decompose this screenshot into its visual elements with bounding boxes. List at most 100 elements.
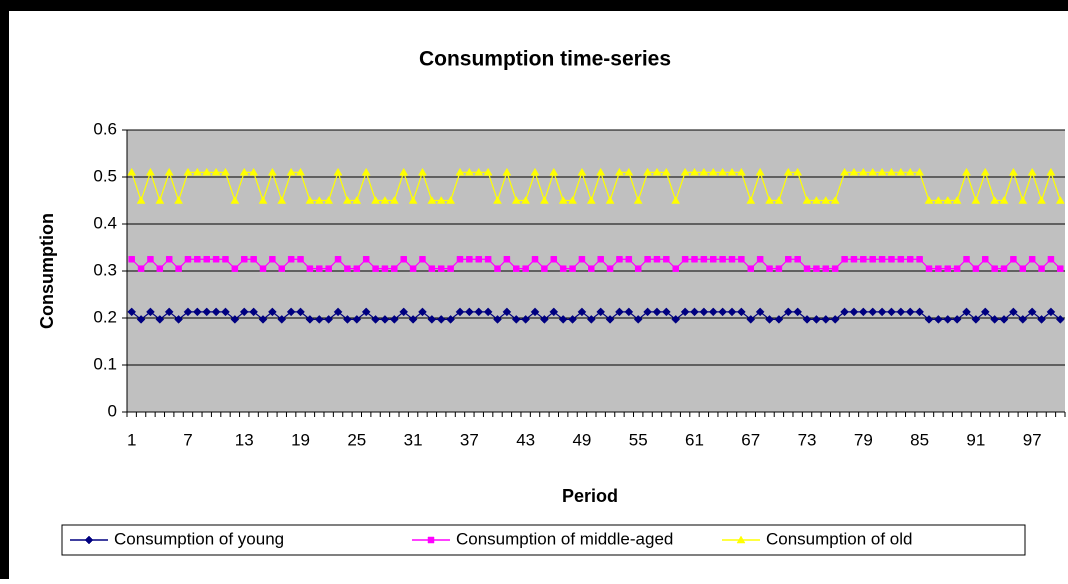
data-point — [511, 315, 521, 324]
data-point — [127, 307, 137, 317]
data-point — [710, 256, 717, 263]
data-point — [389, 315, 399, 324]
data-point — [494, 265, 501, 272]
data-point — [447, 265, 454, 272]
data-point — [624, 307, 634, 317]
data-point — [239, 307, 249, 317]
data-point — [277, 195, 287, 204]
data-point — [663, 256, 670, 263]
data-point — [296, 307, 305, 317]
y-tick-label: 0.3 — [93, 260, 117, 279]
data-point — [615, 167, 624, 176]
data-point — [531, 256, 539, 263]
data-point — [850, 256, 858, 263]
data-point — [559, 265, 567, 272]
x-tick-label: 79 — [854, 430, 873, 449]
data-point — [202, 307, 212, 317]
data-point — [661, 307, 671, 317]
data-point — [1018, 195, 1028, 204]
data-point — [849, 167, 859, 176]
data-point — [502, 167, 512, 176]
data-point — [474, 167, 484, 176]
data-point — [699, 167, 709, 176]
x-tick-label: 91 — [966, 430, 985, 449]
data-point — [990, 195, 1000, 204]
chart-title: Consumption time-series — [419, 48, 671, 71]
data-point — [1000, 265, 1008, 272]
legend-box — [61, 524, 1026, 556]
data-point — [906, 256, 914, 263]
data-point — [389, 195, 399, 204]
y-axis-label: Consumption — [37, 213, 57, 329]
data-point — [511, 195, 521, 204]
data-point — [727, 167, 737, 176]
data-point — [361, 307, 371, 317]
data-point — [999, 315, 1009, 324]
data-point — [286, 167, 296, 176]
data-point — [428, 265, 436, 272]
data-point — [136, 195, 146, 204]
data-point — [888, 256, 895, 263]
data-point — [747, 265, 755, 272]
data-point — [708, 167, 718, 176]
data-point — [502, 307, 512, 317]
data-point — [858, 307, 868, 317]
data-point — [728, 256, 736, 263]
data-point — [934, 315, 943, 324]
x-tick-label: 73 — [798, 430, 817, 449]
data-point — [484, 256, 492, 263]
data-point — [352, 315, 362, 324]
data-point — [793, 307, 803, 317]
data-point — [297, 256, 304, 263]
data-point — [980, 167, 990, 176]
data-point — [783, 167, 793, 176]
data-point — [982, 256, 989, 263]
data-point — [858, 167, 868, 176]
data-point — [287, 256, 295, 263]
data-point — [221, 307, 230, 317]
data-point — [399, 167, 409, 176]
data-point — [474, 307, 484, 317]
data-point — [1057, 265, 1064, 272]
data-point — [483, 167, 493, 176]
data-point — [775, 265, 783, 272]
data-point — [541, 265, 548, 272]
data-point — [643, 167, 653, 176]
data-point — [1008, 167, 1018, 176]
data-point — [174, 195, 184, 204]
y-tick-label: 0.6 — [93, 119, 117, 138]
data-point — [549, 167, 559, 176]
data-point — [963, 256, 970, 263]
data-point — [372, 265, 379, 272]
data-point — [530, 167, 540, 176]
data-point — [239, 167, 249, 176]
data-point — [539, 195, 549, 204]
data-point — [391, 265, 398, 272]
data-point — [493, 315, 502, 324]
data-point — [813, 265, 820, 272]
data-point — [192, 167, 202, 176]
data-point — [400, 256, 407, 263]
data-point — [183, 167, 193, 176]
data-point — [342, 195, 352, 204]
data-point — [738, 256, 745, 263]
data-point — [249, 167, 259, 176]
data-point — [455, 307, 465, 317]
data-point — [558, 315, 568, 324]
data-point — [633, 315, 643, 324]
data-point — [991, 265, 998, 272]
legend-marker — [736, 535, 746, 544]
data-point — [765, 195, 774, 204]
data-point — [1038, 265, 1045, 272]
data-point — [231, 265, 239, 272]
data-point — [446, 315, 455, 324]
data-point — [952, 315, 962, 324]
data-point — [136, 315, 146, 324]
x-tick-label: 1 — [127, 430, 136, 449]
data-point — [644, 256, 651, 263]
data-point — [164, 307, 174, 317]
data-point — [513, 265, 520, 272]
data-point — [1046, 167, 1056, 176]
